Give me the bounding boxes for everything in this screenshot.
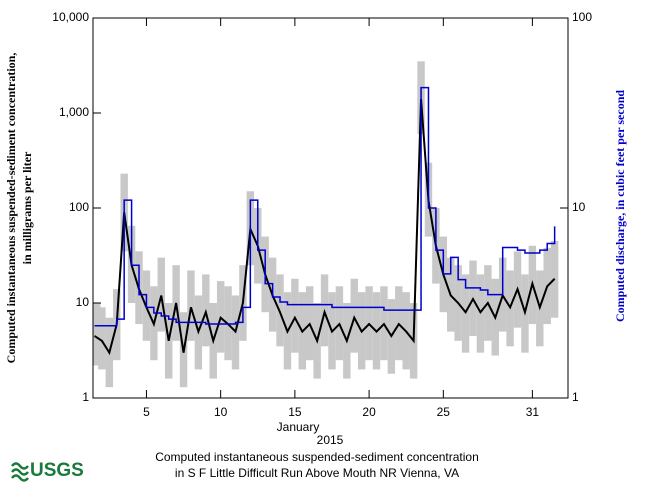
y-tick-label: 100 [69,200,89,214]
x-tick-label: 10 [214,405,228,419]
y2-tick-label: 1 [572,390,579,404]
x-tick-label: 15 [288,405,302,419]
y-tick-label: 10 [76,295,90,309]
uncertainty-band [93,303,101,366]
x-tick-label: 25 [437,405,451,419]
y2-tick-label: 10 [572,200,586,214]
x-tick-label: 31 [526,405,540,419]
x-axis-label: January [277,420,320,434]
series-line [93,99,556,356]
logo-text: USGS [30,460,84,481]
x-axis-label: 2015 [317,433,344,447]
y-axis-label: Computed instantaneous suspended-sedimen… [4,53,18,364]
uncertainty-band [187,270,195,341]
y2-tick-label: 100 [572,10,592,24]
x-tick-label: 20 [362,405,376,419]
uncertainty-band [157,257,165,332]
y-tick-label: 1,000 [59,105,89,119]
x-tick-label: 5 [143,405,150,419]
chart-title: Computed instantaneous suspended-sedimen… [155,450,479,464]
y-axis-label: in milligrams per liter [20,151,34,264]
logo: USGS [11,460,84,482]
y-tick-label: 10,000 [52,10,89,24]
chart-title: in S F Little Difficult Run Above Mouth … [175,466,459,480]
y-tick-label: 1 [82,390,89,404]
series-line [94,86,556,327]
logo-mark [11,462,29,482]
uncertainty-band [98,307,106,370]
y2-axis-label: Computed discharge, in cubic feet per se… [613,90,627,322]
